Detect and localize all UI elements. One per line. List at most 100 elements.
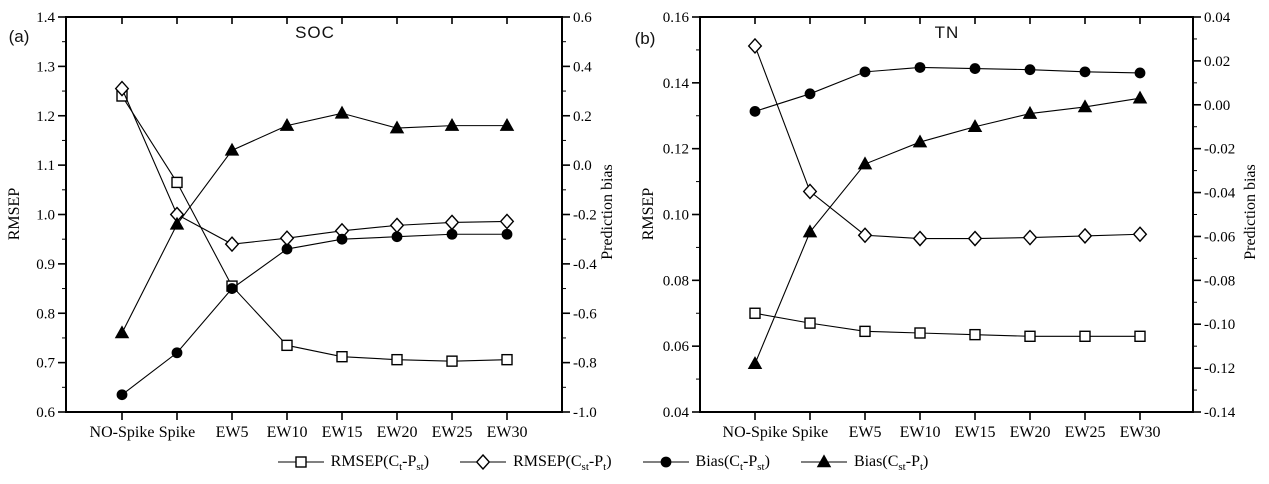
series-line-bias-cst-pt (754, 97, 1141, 364)
data-point-rmsep-cst-pt (389, 217, 405, 234)
panel-a-left-axis-title: RMSEP (6, 187, 23, 241)
series-line-bias-ct-pst (754, 66, 1141, 112)
category-tick-label: Spike (159, 424, 195, 441)
data-point-rmsep-ct-pst (336, 351, 348, 363)
series-line-bias-ct-pst (121, 233, 507, 396)
panel-b-title: TN (934, 23, 960, 42)
data-point-bias-cst-pt (334, 105, 350, 119)
left-tick-label: 0.06 (663, 339, 690, 355)
category-tick-label: EW10 (900, 424, 941, 441)
data-point-bias-cst-pt (499, 118, 515, 131)
left-tick-label: 0.9 (36, 257, 55, 273)
data-point-bias-ct-pst (391, 231, 403, 243)
category-tick-label: EW25 (432, 424, 473, 441)
data-point-rmsep-ct-pst (969, 328, 981, 341)
data-point-bias-cst-pt (912, 134, 928, 148)
data-point-rmsep-cst-pt (1132, 226, 1148, 243)
series-line-rmsep-ct-pst (121, 95, 508, 362)
left-tick-label: 0.08 (663, 273, 689, 289)
category-tick-label: EW20 (1010, 424, 1051, 441)
data-point-bias-cst-pt (747, 356, 763, 370)
data-point-rmsep-ct-pst (859, 325, 871, 338)
data-point-rmsep-cst-pt (499, 213, 515, 230)
diamond-open-icon (460, 454, 507, 470)
data-point-bias-ct-pst (1079, 66, 1091, 78)
right-tick-label: -0.14 (1204, 405, 1236, 421)
left-tick-label: 0.16 (663, 10, 690, 26)
data-point-rmsep-cst-pt (912, 230, 928, 247)
plot-frame (65, 16, 563, 413)
data-point-rmsep-cst-pt (802, 183, 818, 200)
legend-marker-rmsep-cst-pt (475, 454, 491, 470)
right-tick-label: -0.10 (1204, 317, 1235, 333)
data-point-bias-ct-pst (914, 62, 926, 73)
data-point-bias-ct-pst (501, 228, 513, 240)
legend-item-rmsep-ct-pst: RMSEP(Ct-Pst) (277, 453, 429, 473)
data-point-rmsep-ct-pst (501, 353, 513, 366)
legend-marker-bias-ct-pst (660, 456, 671, 468)
data-point-rmsep-cst-pt (967, 230, 983, 247)
panel-a-title: SOC (295, 23, 335, 42)
right-tick-label: -0.4 (573, 257, 597, 273)
left-tick-label: 1.2 (36, 109, 55, 125)
data-point-rmsep-cst-pt (857, 227, 873, 244)
category-tick-label: EW30 (487, 424, 528, 441)
data-point-bias-cst-pt (224, 142, 240, 156)
left-tick-label: 0.10 (663, 208, 689, 224)
data-point-bias-cst-pt (444, 118, 460, 131)
chart-legend: RMSEP(Ct-Pst) RMSEP(Cst-Pt) Bias(Ct-Pst) Bi… (0, 444, 1269, 480)
series-bias-ct-pst (749, 62, 1146, 117)
data-point-bias-cst-pt (169, 216, 185, 230)
left-tick-label: 1.3 (36, 59, 55, 75)
right-tick-label: 0.6 (573, 10, 592, 26)
legend-label-bias-cst-pt: Bias(Cst-Pt) (853, 453, 929, 474)
data-point-rmsep-ct-pst (1024, 330, 1036, 342)
left-tick-label: 1.1 (36, 158, 55, 174)
data-point-bias-cst-pt (1132, 90, 1148, 104)
right-tick-label: 0.04 (1204, 10, 1231, 26)
data-point-rmsep-ct-pst (749, 307, 761, 319)
data-point-rmsep-ct-pst (171, 176, 183, 189)
data-point-rmsep-ct-pst (1079, 330, 1091, 342)
category-tick-label: EW5 (216, 424, 249, 441)
legend-label-bias-ct-pst: Bias(Ct-Pst) (695, 453, 770, 474)
data-point-bias-ct-pst (804, 88, 816, 100)
panel-a-label: (a) (8, 27, 30, 46)
left-tick-label: 1.4 (36, 10, 55, 26)
category-tick-label: NO-Spike (723, 424, 788, 441)
data-point-bias-cst-pt (802, 224, 818, 238)
data-point-bias-ct-pst (749, 105, 761, 117)
category-tick-label: Spike (792, 424, 828, 441)
left-tick-label: 0.8 (36, 306, 55, 322)
panel-a-right-axis-title: Prediction bias (599, 164, 616, 260)
panel-b-right-axis-title: Prediction bias (1242, 164, 1259, 260)
data-point-rmsep-cst-pt (279, 230, 295, 247)
category-tick-label: EW15 (322, 424, 363, 441)
right-tick-label: -0.8 (573, 356, 597, 372)
data-point-bias-ct-pst (1024, 64, 1036, 76)
data-point-bias-ct-pst (226, 283, 238, 294)
panel-b-left-axis-title: RMSEP (640, 187, 657, 241)
panel-b-chart: 0.16 0.14 0.12 0.10 0.08 0.06 0.04 0.04 0.02 0.00… (663, 10, 1236, 441)
left-tick-label: 0.12 (663, 142, 689, 158)
right-tick-label: 0.00 (1204, 98, 1230, 114)
series-line-bias-cst-pt (121, 112, 507, 334)
category-tick-label: EW10 (267, 424, 308, 441)
data-point-bias-cst-pt (389, 120, 405, 134)
legend-item-bias-cst-pt: Bias(Cst-Pt) (800, 453, 929, 474)
right-tick-label: -0.04 (1204, 186, 1236, 202)
legend-item-bias-ct-pst: Bias(Ct-Pst) (642, 453, 770, 474)
right-tick-label: 0.02 (1204, 54, 1230, 70)
right-tick-label: -0.12 (1204, 361, 1235, 377)
series-line-rmsep-ct-pst (754, 312, 1140, 337)
series-bias-cst-pt (114, 105, 515, 339)
data-point-rmsep-cst-pt (444, 214, 460, 231)
data-point-rmsep-ct-pst (804, 317, 816, 329)
data-point-rmsep-ct-pst (446, 355, 458, 367)
data-point-bias-ct-pst (859, 66, 871, 78)
category-tick-label: EW25 (1065, 424, 1106, 441)
data-point-bias-cst-pt (114, 325, 130, 339)
right-tick-label: -0.08 (1204, 273, 1235, 289)
category-tick-label: EW5 (849, 424, 882, 441)
